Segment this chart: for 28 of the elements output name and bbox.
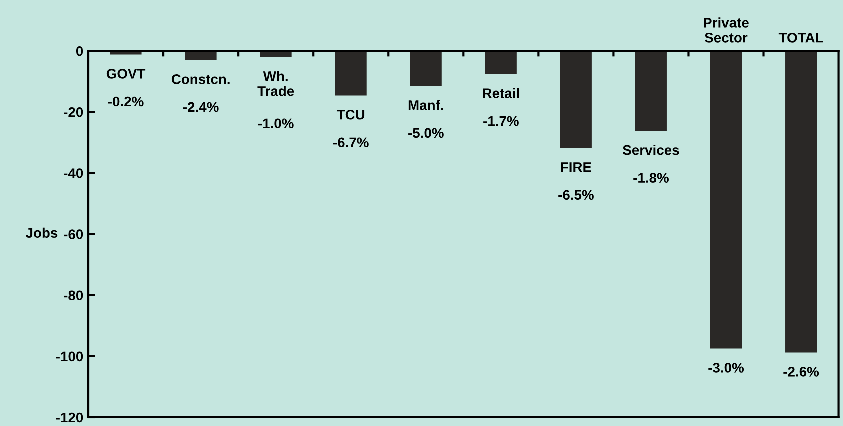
x-tick-label: Wh. Trade — [258, 71, 294, 96]
y-tick-label: -60 — [64, 230, 84, 240]
y-tick-label: -100 — [56, 352, 84, 362]
annotation: -2.4% — [183, 102, 219, 112]
y-tick-label: -80 — [64, 290, 84, 301]
x-tick-label: Retail — [483, 88, 520, 98]
y-tick-label: -20 — [64, 108, 84, 118]
y-tick-label: 0 — [76, 46, 84, 56]
annotation: -0.2% — [108, 96, 144, 107]
annotation: -1.0% — [258, 118, 294, 129]
x-tick-label: GOVT — [106, 69, 146, 79]
x-tick-label: Services — [623, 144, 680, 156]
annotation: -3.0% — [708, 363, 744, 373]
annotation: -2.6% — [784, 367, 820, 377]
x-tick-label: TOTAL — [778, 32, 824, 43]
annotation: -5.0% — [408, 128, 444, 138]
annotation: -1.7% — [484, 116, 519, 126]
y-tick-label: -120 — [56, 412, 84, 423]
annotation: -6.5% — [558, 190, 594, 200]
annotation: -6.7% — [334, 138, 369, 148]
annotation: -1.8% — [634, 173, 669, 183]
y-axis-title: Jobs — [26, 228, 58, 238]
x-tick-label: Manf. — [408, 100, 444, 110]
x-tick-label: Private Sector — [704, 18, 749, 43]
x-tick-label: Constcn. — [172, 74, 230, 84]
y-tick-label: -40 — [64, 168, 84, 178]
x-tick-label: FIRE — [561, 162, 592, 172]
x-tick-label: TCU — [336, 110, 365, 120]
